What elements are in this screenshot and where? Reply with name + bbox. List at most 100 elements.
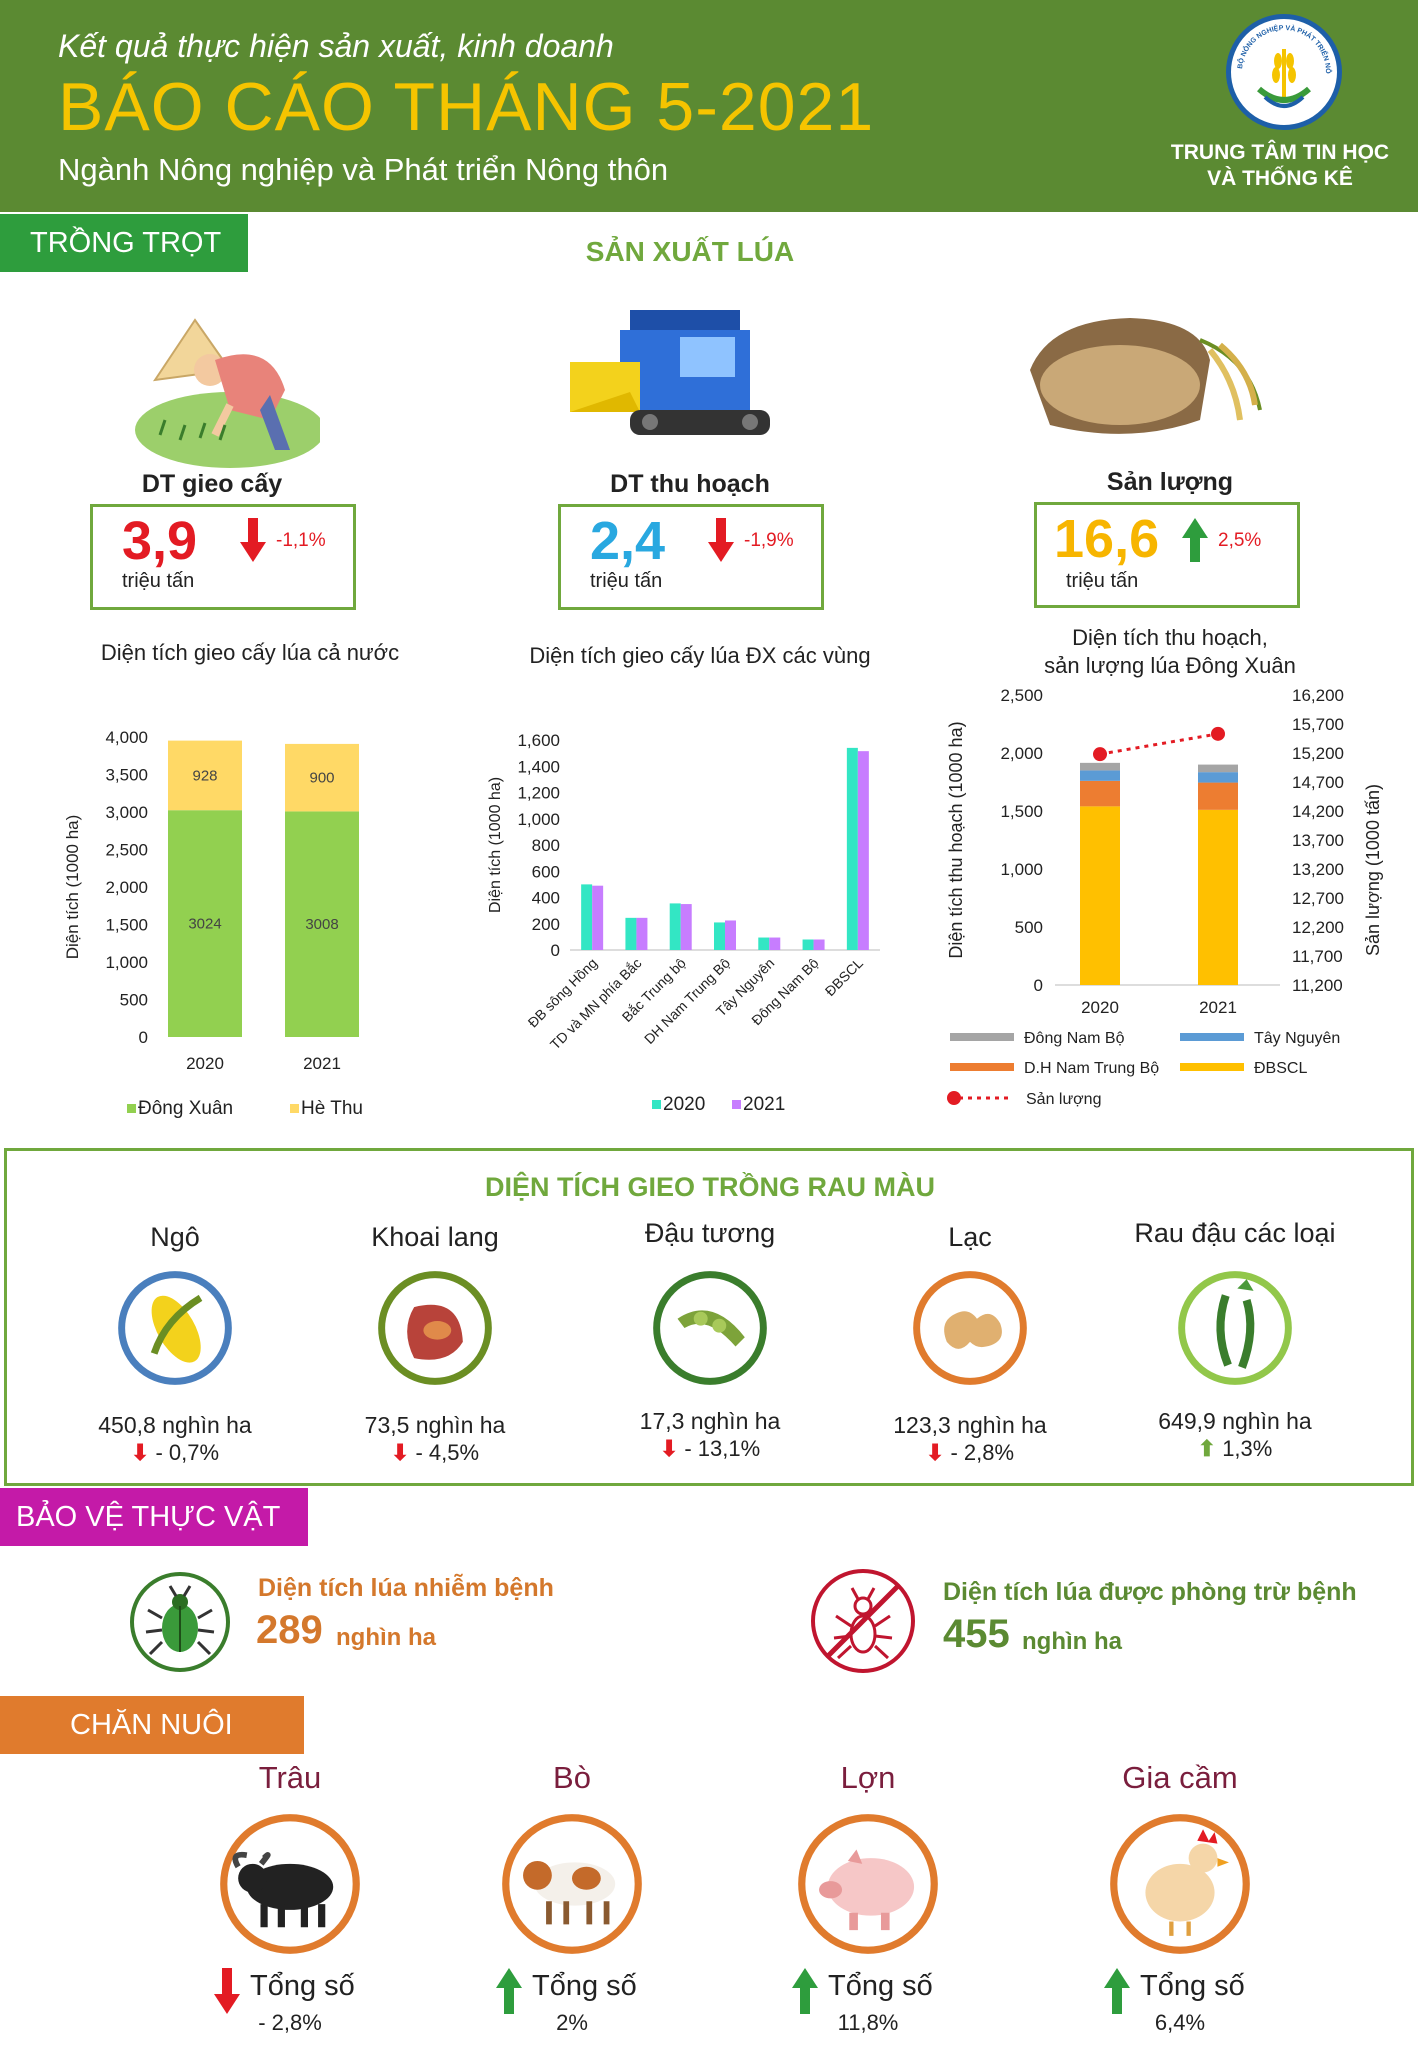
change-text: - 4,5% xyxy=(409,1440,480,1465)
y-tick-label: 1,000 xyxy=(517,810,560,829)
bar-2020-5 xyxy=(758,937,770,950)
output-point xyxy=(1211,726,1225,741)
bar-Tây Nguyên-2020 xyxy=(1080,770,1120,781)
treated-label: Diện tích lúa được phòng trừ bệnh xyxy=(943,1578,1357,1606)
y-tick-label: 1,200 xyxy=(517,784,560,803)
livestock-change: - 2,8% xyxy=(258,2010,322,2035)
y-tick-label: 500 xyxy=(1015,918,1043,937)
ministry-logo: BỘ NÔNG NGHIỆP VÀ PHÁT TRIỂN NÔNG THÔN xyxy=(1226,12,1342,130)
data-label: 928 xyxy=(192,767,217,784)
arrow-down-icon: ⬇ xyxy=(390,1440,410,1465)
chart1-title: Diện tích gieo cấy lúa cả nước xyxy=(100,640,400,665)
livestock-change: 11,8% xyxy=(837,2010,899,2035)
vegetable-icon xyxy=(653,1271,767,1385)
kpi-change: -1,1% xyxy=(276,530,326,551)
livestock-name: Bò xyxy=(553,1760,591,1795)
y-tick-label: 2,500 xyxy=(1000,686,1043,705)
treated-value: 455 xyxy=(943,1612,1010,1656)
y2-tick-label: 12,700 xyxy=(1292,889,1344,908)
chart2-title: Diện tích gieo cấy lúa ĐX các vùng xyxy=(529,643,871,668)
livestock-change: 2% xyxy=(556,2010,588,2035)
infected-value: 289 xyxy=(256,1608,323,1652)
vegetable-change: ⬇ - 13,1% xyxy=(590,1436,830,1462)
legend-label: D.H Nam Trung Bộ xyxy=(1024,1060,1159,1077)
kpi-label: DT gieo cấy xyxy=(141,470,283,498)
legend-label: Đông Nam Bộ xyxy=(1024,1030,1125,1047)
legend-swatch xyxy=(1180,1033,1244,1041)
kpi-value: 3,9 xyxy=(122,511,198,571)
x-tick-label: 2021 xyxy=(303,1054,341,1073)
y-tick-label: 800 xyxy=(532,836,560,855)
vegetable-area: 450,8 nghìn ha xyxy=(98,1412,252,1438)
kpi-change: 2,5% xyxy=(1218,530,1262,551)
infected-label: Diện tích lúa nhiễm bệnh xyxy=(258,1574,554,1602)
y-tick-label: 600 xyxy=(532,862,560,881)
vegetable-name: Lạc xyxy=(948,1222,992,1252)
arrow-down-icon xyxy=(240,518,266,562)
y-tick-label: 200 xyxy=(532,915,560,934)
legend-label: ĐBSCL xyxy=(1254,1060,1307,1077)
org-name: TRUNG TÂM TIN HỌC VÀ THỐNG KÊ xyxy=(1170,141,1390,190)
y-tick-label: 1,500 xyxy=(1000,802,1043,821)
rice-sack-icon xyxy=(1030,318,1262,434)
kpi-value: 2,4 xyxy=(590,511,666,571)
legend-label: 2021 xyxy=(743,1094,785,1115)
x-tick-label: 2020 xyxy=(1081,998,1119,1017)
kpi-label: DT thu hoạch xyxy=(610,470,770,498)
y2-tick-label: 11,700 xyxy=(1292,947,1343,966)
livestock-total-label: Tổng số xyxy=(1140,1970,1245,2002)
y-tick-label: 2,000 xyxy=(105,878,148,897)
y-tick-label: 0 xyxy=(551,941,560,960)
vegetable-name: Đậu tương xyxy=(644,1218,776,1248)
livestock-change: 6,4% xyxy=(1154,2010,1206,2035)
x-tick-label: 2021 xyxy=(1199,998,1237,1017)
y2-tick-label: 13,700 xyxy=(1292,831,1344,850)
bar-he-thu-2020 xyxy=(168,740,242,811)
kpi-unit: triệu tấn xyxy=(122,570,195,592)
change-text: - 2,8% xyxy=(944,1440,1015,1465)
vegetable-change: ⬇ - 4,5% xyxy=(315,1440,555,1466)
wheat-logo-icon: BỘ NÔNG NGHIỆP VÀ PHÁT TRIỂN NÔNG THÔN xyxy=(1228,12,1333,108)
header-banner: Kết quả thực hiện sản xuất, kinh doanh B… xyxy=(0,0,1418,212)
kpi-box xyxy=(90,504,356,610)
bar-ĐBSCL-2021 xyxy=(1198,809,1238,985)
vegetable-area: 73,5 nghìn ha xyxy=(364,1412,506,1438)
chart-winter-spring-harvest: 0 500 1,000 1,500 2,000 2,500 11,200 11,700 12,2… xyxy=(946,686,1383,1108)
bar-D.H Nam Trung Bộ-2020 xyxy=(1080,780,1120,807)
legend-swatch xyxy=(652,1100,661,1109)
bar-ĐBSCL-2020 xyxy=(1080,806,1120,985)
y-tick-label: 2,500 xyxy=(105,841,148,860)
bar-Tây Nguyên-2021 xyxy=(1198,772,1238,783)
y-tick-label: 3,000 xyxy=(105,803,148,822)
section-livestock: CHĂN NUÔI xyxy=(0,1696,304,1754)
legend-label: Đông Xuân xyxy=(138,1098,233,1119)
kpi-change: -1,9% xyxy=(744,530,794,551)
legend-swatch xyxy=(732,1100,741,1109)
x-tick-label: ĐBSCL xyxy=(822,955,866,999)
livestock-total-label: Tổng số xyxy=(532,1970,637,2002)
bar-2020-6 xyxy=(802,939,814,950)
y2-axis-label: Sản lượng (1000 tấn) xyxy=(1363,784,1383,956)
y-axis-label: Diện tích (1000 ha) xyxy=(63,815,82,960)
vegetable-change: ⬇ - 2,8% xyxy=(850,1440,1090,1466)
y-tick-label: 2,000 xyxy=(1000,744,1043,763)
infected-unit: nghìn ha xyxy=(336,1624,436,1651)
bar-2021-2 xyxy=(636,917,648,950)
y2-tick-label: 16,200 xyxy=(1292,686,1344,705)
section-plant-protection: BẢO VỆ THỰC VẬT xyxy=(0,1488,308,1546)
livestock-total-label: Tổng số xyxy=(828,1970,933,2002)
vegetable-icon xyxy=(913,1271,1027,1385)
farmer-planting-icon xyxy=(135,318,320,468)
vegetable-icon xyxy=(1178,1271,1292,1385)
vegetable-area: 649,9 nghìn ha xyxy=(1158,1408,1312,1434)
change-text: 1,3% xyxy=(1216,1436,1273,1461)
arrow-up-icon xyxy=(496,1968,522,2014)
y-tick-label: 1,000 xyxy=(1000,860,1043,879)
beetle-icon xyxy=(130,1572,230,1672)
bar-2021-5 xyxy=(769,937,781,950)
bar-Đông Nam Bộ-2020 xyxy=(1080,762,1120,771)
bar-Đông Nam Bộ-2021 xyxy=(1198,764,1238,773)
kpi-label: Sản lượng xyxy=(1106,468,1234,496)
livestock-total-label: Tổng số xyxy=(250,1970,355,2002)
y-tick-label: 4,000 xyxy=(105,728,148,747)
